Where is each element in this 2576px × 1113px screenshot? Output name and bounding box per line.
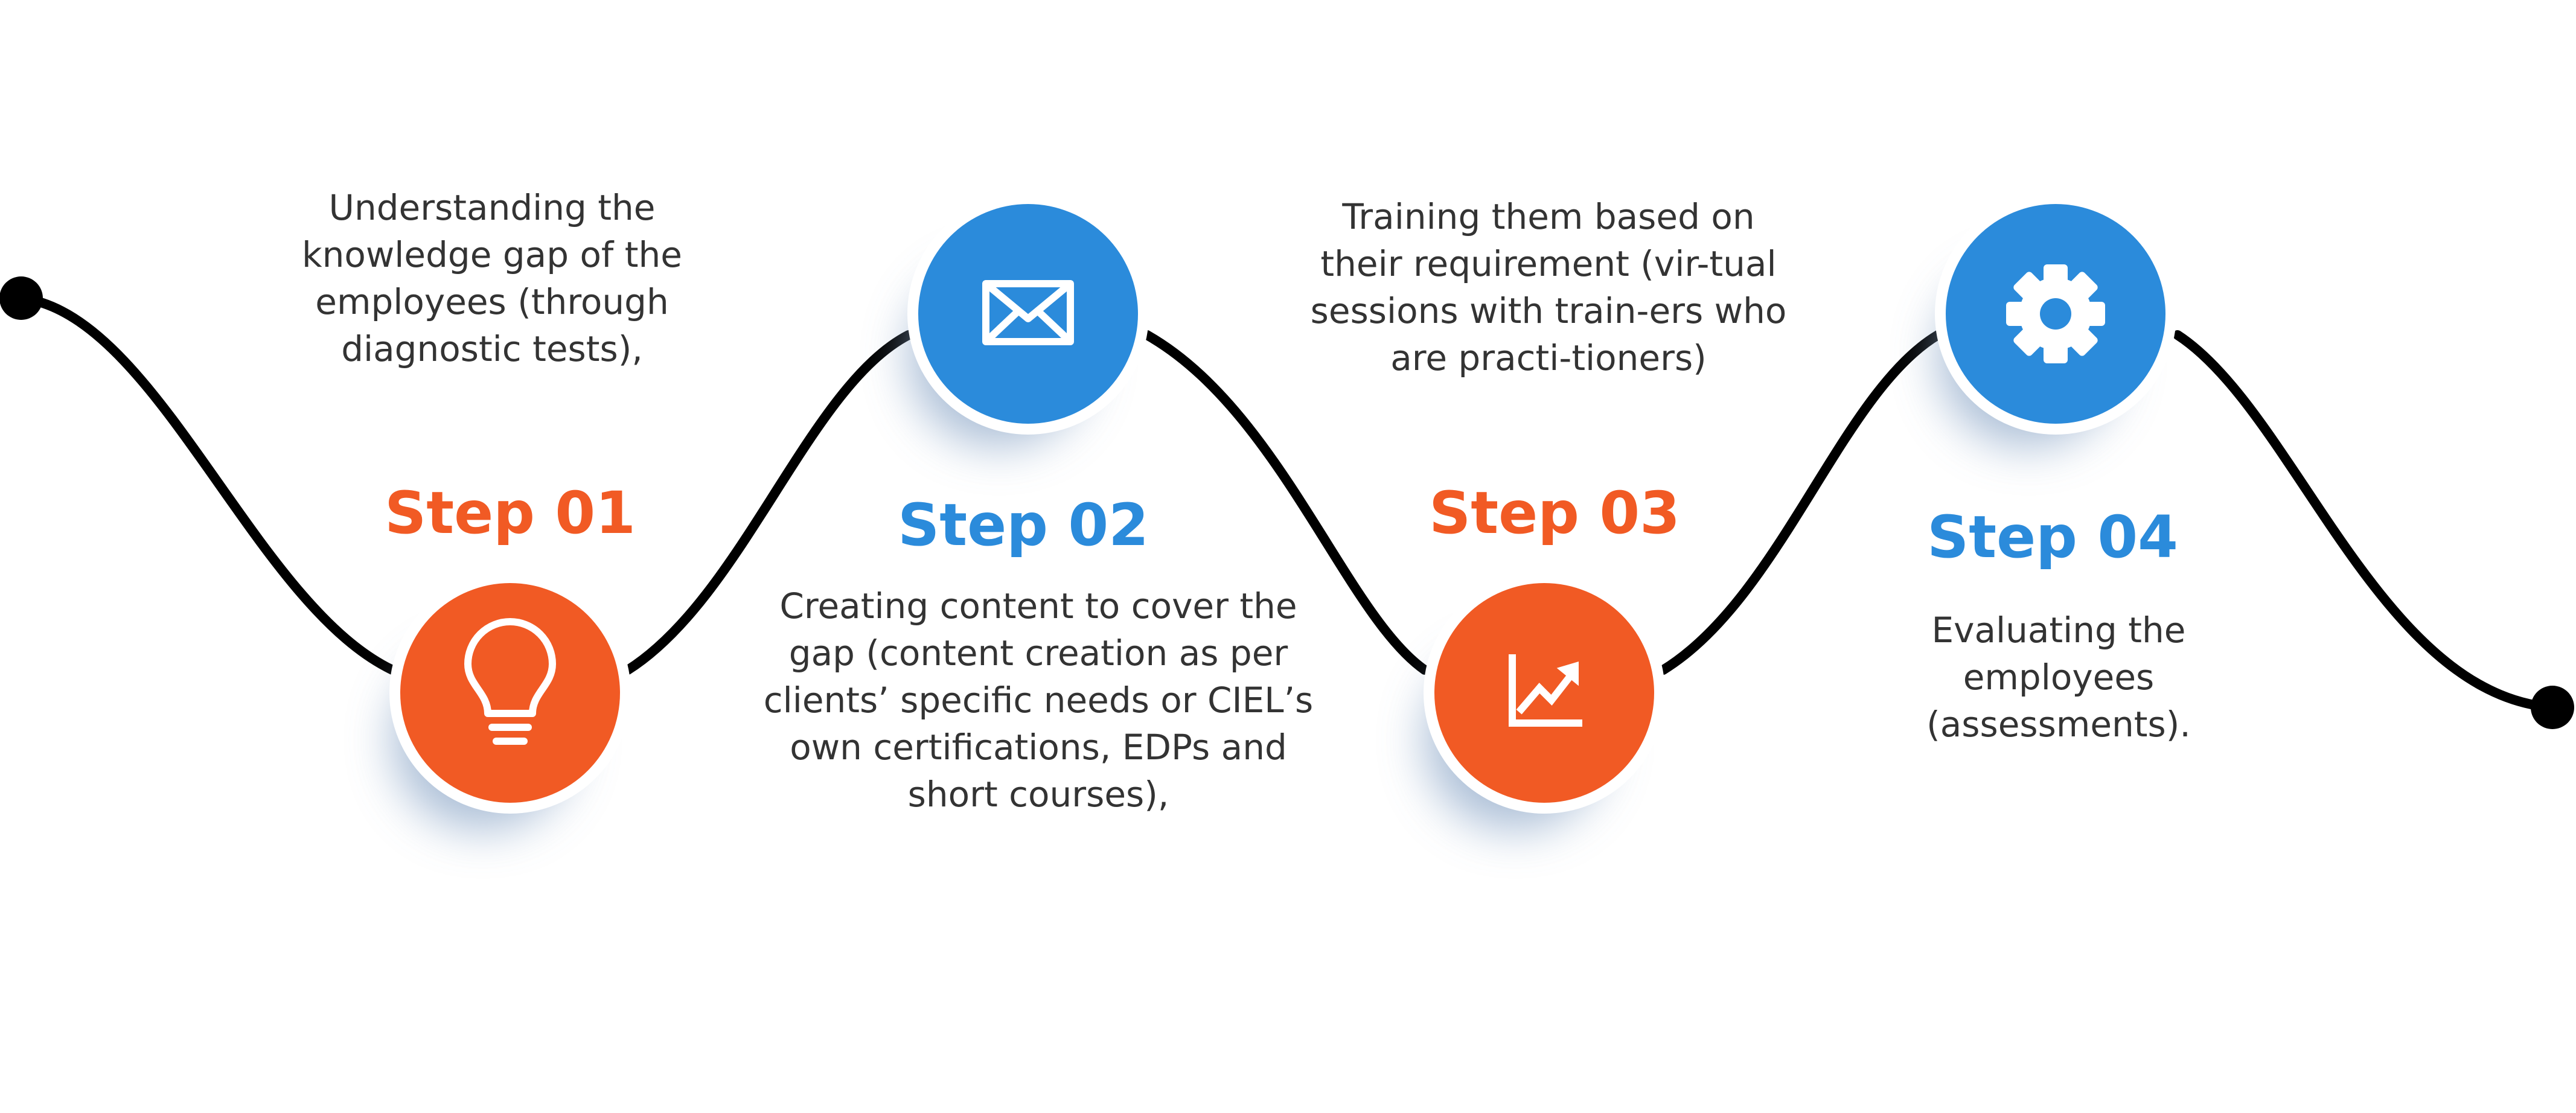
- path-end-dot: [2531, 686, 2574, 729]
- step-02-node: [907, 193, 1149, 447]
- growth-chart-icon: [1509, 654, 1582, 727]
- path-start-dot: [0, 276, 43, 320]
- gear-icon: [2006, 264, 2105, 363]
- step-03-node: [1424, 572, 1665, 830]
- step-02-description: Creating content to cover the gap (conte…: [763, 585, 1314, 815]
- envelope-icon: [982, 280, 1074, 345]
- node-circle: [400, 583, 620, 803]
- lightbulb-icon: [464, 618, 556, 745]
- step-03-description: Training them based on their requirement…: [1310, 196, 1787, 378]
- step-02-title: Step 02: [898, 491, 1149, 559]
- wavy-path-line: [16, 293, 2557, 712]
- step-04-description: Evaluating the employees (assessments).: [1926, 610, 2191, 745]
- step-01-node: [389, 572, 631, 830]
- step-01-title: Step 01: [385, 479, 636, 547]
- step-01-description: Understanding the knowledge gap of the e…: [302, 187, 682, 369]
- step-03-title: Step 03: [1429, 479, 1680, 547]
- step-04-title: Step 04: [1927, 503, 2178, 571]
- node-circle: [918, 204, 1138, 424]
- step-04-node: [1935, 193, 2176, 447]
